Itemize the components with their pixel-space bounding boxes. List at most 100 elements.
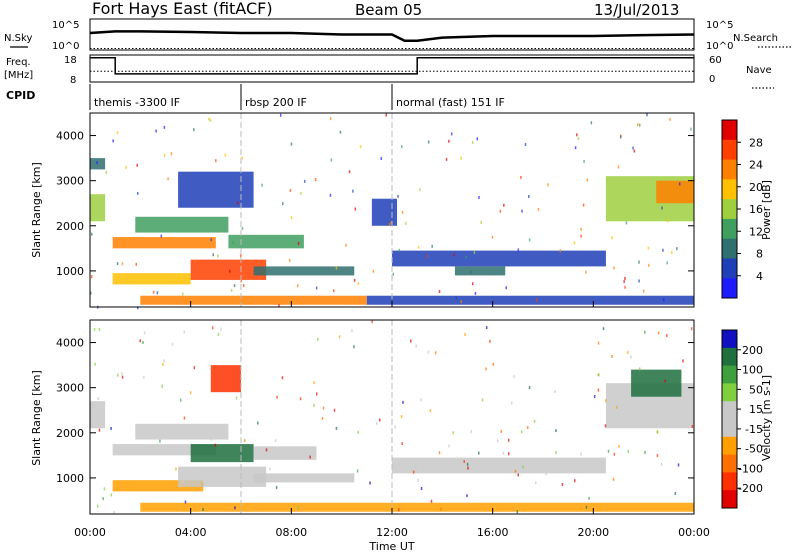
data-speckle	[466, 462, 469, 466]
data-speckle	[232, 240, 234, 244]
data-speckle	[401, 442, 403, 446]
colorbar-cell	[722, 179, 737, 200]
data-speckle	[502, 451, 505, 455]
data-speckle	[401, 210, 404, 214]
data-region	[178, 466, 267, 487]
data-speckle	[410, 339, 412, 343]
data-speckle	[514, 469, 517, 473]
data-speckle	[624, 285, 626, 289]
data-speckle	[661, 206, 663, 210]
data-speckle	[633, 149, 636, 153]
data-speckle	[657, 331, 660, 335]
data-speckle	[630, 355, 632, 359]
data-speckle	[339, 130, 342, 134]
data-region	[90, 194, 106, 222]
data-region	[190, 444, 254, 463]
data-speckle	[356, 469, 359, 473]
data-speckle	[478, 451, 480, 455]
y-tick-label: 1000	[56, 265, 84, 278]
data-speckle	[159, 439, 161, 443]
data-speckle	[624, 276, 626, 280]
data-region	[140, 502, 695, 512]
data-speckle	[167, 177, 169, 181]
data-speckle	[674, 491, 677, 495]
data-speckle	[612, 477, 615, 481]
data-speckle	[537, 207, 540, 211]
colorbar-cell	[722, 278, 737, 299]
colorbar-cell	[722, 347, 737, 367]
data-speckle	[522, 465, 524, 469]
data-speckle	[577, 136, 580, 140]
data-speckle	[677, 463, 680, 467]
data-speckle	[481, 398, 484, 402]
data-speckle	[333, 408, 336, 412]
data-speckle	[547, 183, 549, 187]
data-speckle	[471, 282, 474, 286]
cpid-segment-label: themis -3300 IF	[94, 96, 180, 109]
data-region	[253, 266, 355, 276]
x-tick-label: 16:00	[477, 526, 509, 539]
data-speckle	[632, 146, 634, 150]
data-speckle	[322, 406, 325, 410]
colorbar-tick-label: 16	[749, 203, 763, 216]
data-speckle	[660, 462, 663, 466]
data-speckle	[120, 372, 123, 376]
data-speckle	[289, 188, 292, 192]
station-title: Fort Hays East (fitACF)	[92, 0, 273, 18]
data-speckle	[485, 326, 488, 330]
data-speckle	[351, 329, 353, 333]
data-speckle	[241, 156, 244, 160]
data-speckle	[664, 379, 666, 383]
data-speckle	[597, 341, 600, 345]
data-speckle	[417, 478, 419, 482]
data-speckle	[508, 452, 510, 456]
data-speckle	[535, 481, 537, 485]
data-region	[253, 446, 317, 460]
data-speckle	[474, 291, 477, 295]
velocity-ylabel: Slant Range [km]	[30, 370, 43, 466]
data-speckle	[619, 135, 622, 139]
nsearch-tick-bottom: 10^0	[706, 41, 733, 52]
data-speckle	[405, 221, 407, 225]
data-speckle	[90, 291, 92, 295]
data-speckle	[299, 397, 302, 401]
data-speckle	[94, 362, 96, 366]
data-speckle	[615, 405, 618, 409]
data-speckle	[491, 235, 494, 239]
colorbar-tick-label: 28	[749, 136, 763, 149]
colorbar-cell	[722, 238, 737, 259]
time-x-axis: 00:00 04:00 08:00 12:00 16:00 20:00 00:00	[74, 301, 710, 539]
data-speckle	[217, 254, 219, 258]
data-speckle	[644, 450, 646, 454]
data-region	[454, 266, 506, 276]
data-speckle	[163, 125, 166, 129]
power-colorbar: 28 24 20 16 12 8 4	[721, 119, 763, 299]
velocity-colorbar-label: Velocity [m s-1]	[760, 375, 773, 461]
y-tick-label: 2000	[56, 220, 84, 233]
data-speckle	[585, 270, 587, 274]
data-speckle	[338, 335, 341, 339]
colorbar-cell	[722, 419, 737, 438]
data-speckle	[400, 415, 403, 419]
data-speckle	[137, 306, 139, 310]
data-speckle	[96, 504, 99, 508]
data-region	[135, 423, 229, 440]
data-speckle	[116, 131, 119, 135]
velocity-colorbar: 200 100 50 15 -15 -50 -100 -200	[721, 329, 763, 509]
data-speckle	[233, 284, 236, 288]
data-speckle	[257, 421, 259, 425]
data-speckle	[657, 189, 660, 193]
data-region	[371, 198, 398, 226]
data-speckle	[627, 449, 630, 453]
data-region	[90, 401, 106, 429]
data-speckle	[520, 175, 522, 179]
data-speckle	[480, 220, 483, 224]
data-speckle	[139, 339, 141, 343]
data-speckle	[329, 193, 332, 197]
colorbar-cell	[722, 365, 737, 384]
data-region	[631, 369, 682, 397]
velocity-y-axis: 1000 2000 3000 4000	[56, 337, 694, 485]
data-speckle	[554, 390, 556, 394]
data-speckle	[611, 236, 613, 240]
data-region	[112, 273, 191, 285]
